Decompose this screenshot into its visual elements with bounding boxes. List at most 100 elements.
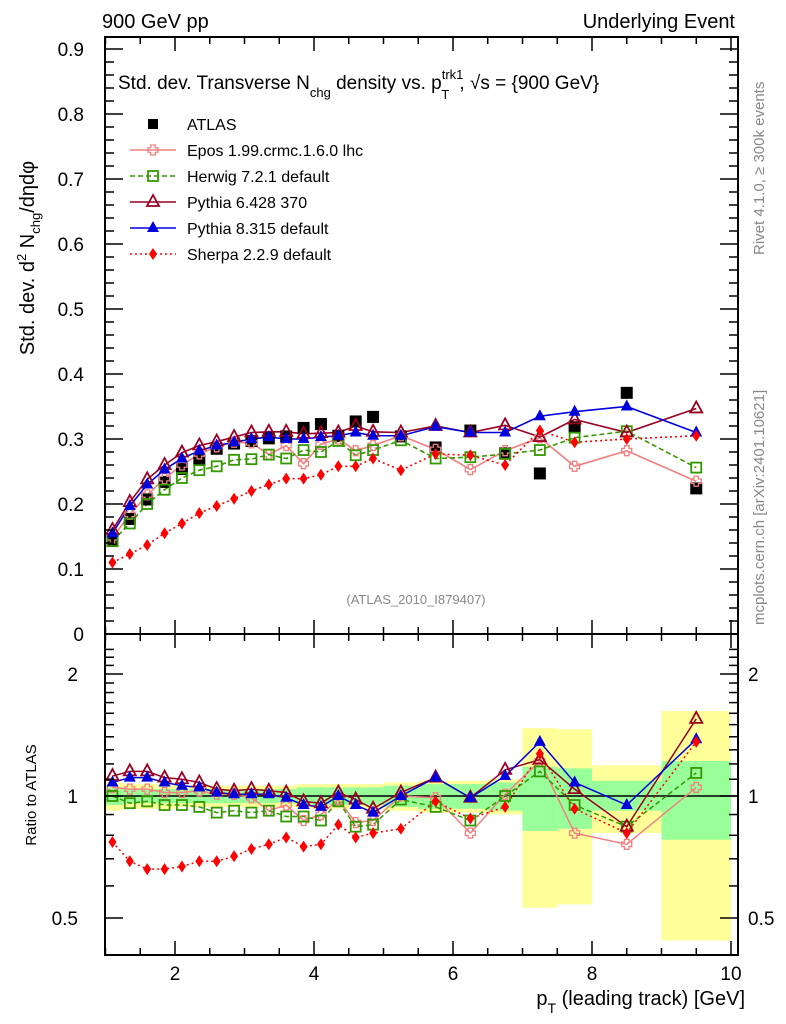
ratio-point (620, 798, 633, 810)
data-point (349, 449, 362, 462)
data-point (195, 507, 204, 520)
ratio-point (349, 798, 362, 810)
data-point (570, 436, 579, 449)
data-point (367, 439, 379, 452)
legend-marker (147, 221, 159, 232)
x-tick-label: 10 (720, 964, 741, 985)
legend-label: Sherpa 2.2.9 default (187, 247, 332, 264)
data-point (160, 527, 169, 540)
ratio-point (108, 836, 117, 849)
ratio-point (262, 787, 275, 799)
data-point (297, 458, 310, 470)
ratio-point (280, 810, 293, 823)
ratio-point (570, 802, 579, 815)
stat-uncertainty-band (661, 761, 731, 840)
y-tick-label: 0.4 (58, 365, 85, 386)
data-point (158, 473, 171, 485)
y-tick-label: 0.3 (58, 430, 84, 451)
x-tick-label: 8 (587, 964, 598, 985)
ratio-y-tick-label: 1 (67, 787, 78, 808)
legend-marker (147, 170, 159, 182)
data-point (280, 439, 292, 452)
data-point (262, 448, 275, 461)
data-point (533, 444, 546, 456)
ratio-point (367, 814, 379, 827)
data-point (568, 404, 581, 416)
data-point (690, 482, 703, 495)
axes (104, 36, 739, 956)
ratio-point (568, 827, 581, 839)
main-plot-series (104, 386, 704, 569)
ratio-point (690, 781, 702, 794)
data-point (158, 483, 171, 496)
ratio-point (299, 840, 308, 853)
data-point (620, 386, 633, 399)
data-point (123, 498, 136, 510)
y-tick-label: 0.2 (58, 495, 84, 516)
ratio-point (262, 804, 275, 817)
ratio-point (431, 795, 440, 808)
ratio-point (158, 799, 171, 811)
ratio-point (228, 804, 240, 817)
data-point (247, 485, 256, 497)
ratio-y-tick-label-right: 1 (748, 787, 759, 808)
ratio-point (466, 812, 475, 825)
ratio-point (394, 789, 407, 800)
ratio-point (141, 795, 154, 808)
y-tick-label: 0.1 (58, 560, 84, 581)
data-point (429, 419, 442, 431)
ratio-point (692, 735, 701, 748)
data-point (175, 451, 188, 463)
data-point (466, 449, 475, 462)
data-point (123, 517, 136, 530)
data-point (299, 472, 308, 485)
data-point (297, 432, 310, 443)
data-point (499, 447, 512, 460)
ratio-uncertainty-bands (105, 711, 738, 941)
legend-marker (147, 144, 159, 156)
data-point (177, 517, 186, 530)
data-point (245, 453, 258, 466)
data-point (280, 432, 293, 443)
ratio-point (314, 799, 327, 811)
ratio-point (210, 785, 223, 797)
data-point (193, 464, 206, 477)
header-left: 900 GeV pp (102, 11, 209, 33)
ratio-point (177, 860, 186, 873)
data-point (143, 538, 152, 551)
legend-marker (148, 119, 158, 129)
ratio-point (245, 806, 258, 819)
ratio-point (123, 797, 136, 810)
x-tick-label: 6 (448, 964, 459, 985)
data-point (210, 438, 223, 450)
y-tick-label: 0.9 (58, 40, 84, 61)
ratio-y-axis-label: Ratio to ATLAS (23, 744, 40, 845)
ratio-point (158, 786, 171, 799)
ratio-point (332, 789, 345, 800)
ratio-point (193, 800, 206, 813)
data-point (535, 424, 544, 437)
ratio-point (297, 798, 310, 810)
ratio-point (464, 827, 477, 839)
ratio-point (568, 775, 581, 787)
data-point (394, 428, 407, 440)
data-point (228, 435, 241, 447)
data-point (369, 452, 378, 465)
analysis-id-label: (ATLAS_2010_I879407) (346, 592, 485, 607)
data-point (230, 492, 239, 505)
ratio-point (297, 810, 310, 823)
data-point (315, 446, 327, 458)
data-point (429, 441, 442, 454)
ratio-point (230, 850, 239, 863)
data-point (532, 428, 548, 442)
x-tick-label: 4 (309, 964, 320, 985)
y-tick-label: 0.6 (58, 235, 84, 256)
data-point (499, 448, 512, 460)
ratio-y-tick-label: 0.5 (52, 909, 78, 930)
data-point (688, 399, 704, 414)
data-point (499, 425, 512, 437)
data-point (349, 425, 362, 437)
ratio-point (193, 780, 206, 792)
data-point (210, 460, 223, 473)
data-point (297, 444, 310, 456)
